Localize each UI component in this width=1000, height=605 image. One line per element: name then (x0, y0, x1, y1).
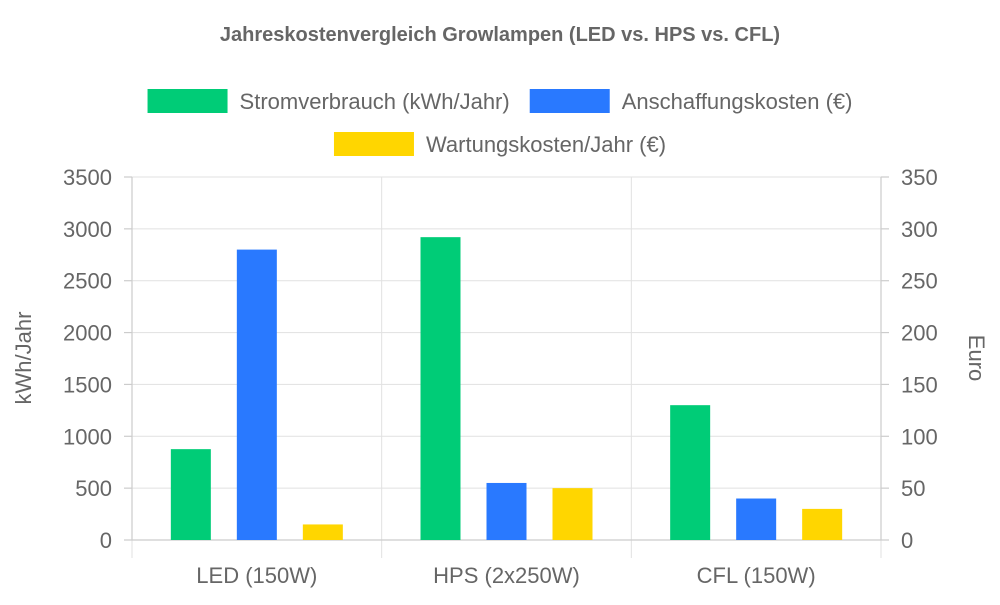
bars (170, 237, 843, 540)
legend-label: Stromverbrauch (kWh/Jahr) (240, 89, 510, 114)
bar (420, 237, 461, 540)
y-right-tick-label: 250 (901, 269, 938, 294)
y-left-tick-label: 3000 (63, 217, 112, 242)
bar (736, 498, 777, 540)
y-right-tick-label: 350 (901, 165, 938, 190)
y-left-tick-label: 3500 (63, 165, 112, 190)
legend-label: Wartungskosten/Jahr (€) (426, 132, 666, 157)
legend-swatch (529, 89, 610, 113)
legend: Stromverbrauch (kWh/Jahr) Anschaffungskos… (147, 89, 853, 157)
y-left-tick-label: 500 (75, 476, 112, 501)
bar (170, 449, 211, 540)
y-right-tick-label: 150 (901, 372, 938, 397)
y-left-axis-title: kWh/Jahr (11, 312, 36, 405)
y-left-tick-label: 2000 (63, 321, 112, 346)
x-tick-label: HPS (2x250W) (433, 563, 580, 588)
bar (802, 508, 843, 540)
y-right-tick-label: 300 (901, 217, 938, 242)
legend-label: Anschaffungskosten (€) (622, 89, 853, 114)
y-right-axis-title: Euro (964, 335, 989, 381)
chart-title: Jahreskostenvergleich Growlampen (LED vs… (220, 24, 780, 46)
legend-swatch (333, 132, 414, 156)
axes: 0 0 500 50 1000 100 1500 150 2000 200 2500 250 3000 3… (63, 165, 938, 588)
y-left-tick-label: 0 (100, 528, 112, 553)
legend-swatch (147, 89, 228, 113)
y-right-tick-label: 0 (901, 528, 913, 553)
bar (236, 249, 277, 540)
bar (302, 524, 343, 540)
y-left-tick-label: 1000 (63, 424, 112, 449)
bar (552, 488, 593, 540)
y-right-tick-label: 50 (901, 476, 925, 501)
bar (670, 405, 711, 540)
x-tick-label: CFL (150W) (697, 563, 816, 588)
y-right-tick-label: 100 (901, 424, 938, 449)
y-left-tick-label: 1500 (63, 372, 112, 397)
x-tick-label: LED (150W) (196, 563, 317, 588)
bar (486, 482, 527, 540)
y-right-tick-label: 200 (901, 321, 938, 346)
y-left-tick-label: 2500 (63, 269, 112, 294)
